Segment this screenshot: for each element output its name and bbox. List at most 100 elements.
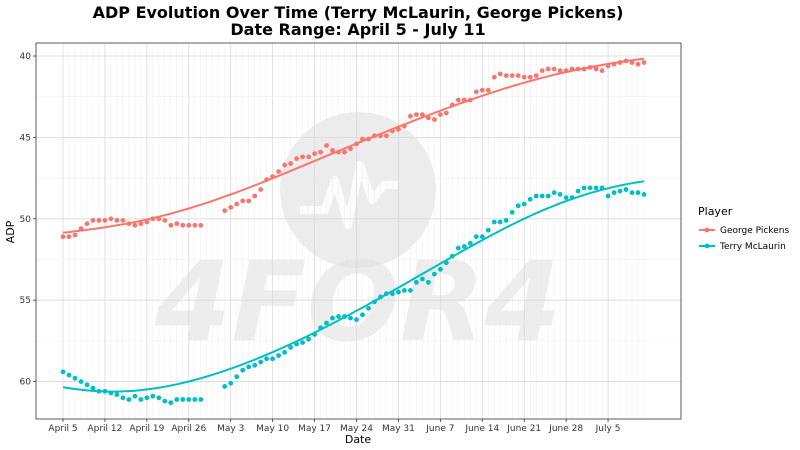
data-point [503, 218, 509, 223]
legend-title: Player [698, 205, 733, 218]
data-point [78, 379, 84, 384]
data-point [96, 388, 102, 394]
data-point [240, 198, 246, 204]
data-point [497, 219, 503, 225]
plot-border [35, 42, 682, 420]
data-point [384, 291, 389, 297]
data-point [270, 356, 275, 362]
data-point [138, 397, 144, 402]
data-point [545, 66, 551, 72]
data-point [461, 244, 467, 249]
series-terry-mclaurin [60, 180, 647, 406]
data-point [78, 226, 84, 232]
data-point [432, 117, 437, 122]
data-point [551, 66, 557, 72]
data-point [114, 392, 120, 397]
data-point [402, 123, 407, 129]
data-point [414, 279, 419, 285]
data-point [623, 58, 629, 64]
data-point [138, 221, 144, 227]
data-point [479, 234, 485, 240]
data-point [96, 218, 102, 223]
data-point [282, 349, 287, 355]
x-tick-label: June 7 [425, 424, 454, 434]
x-axis-title: Date [345, 433, 372, 446]
data-point [575, 66, 581, 72]
data-point [455, 97, 461, 103]
data-point [90, 385, 96, 391]
data-point [330, 315, 335, 321]
data-point [84, 221, 90, 227]
x-tick-label: June 28 [548, 424, 583, 434]
data-point [635, 61, 641, 67]
data-point [378, 294, 383, 300]
data-point [186, 397, 192, 402]
data-point [222, 384, 228, 389]
data-point [336, 149, 341, 155]
data-point [581, 66, 587, 72]
data-point [485, 87, 491, 93]
series-layer [60, 57, 647, 406]
data-point [611, 61, 617, 67]
x-tick-label: May 24 [340, 424, 373, 434]
data-point [258, 359, 264, 365]
data-point [144, 219, 150, 225]
data-point [318, 325, 323, 331]
data-point [240, 367, 246, 373]
gridlines [35, 42, 682, 420]
data-point [539, 193, 545, 199]
data-point [252, 362, 258, 368]
data-point [114, 218, 120, 223]
data-point [473, 89, 479, 95]
data-point [396, 126, 401, 132]
data-point [635, 190, 641, 196]
data-point [174, 397, 180, 402]
data-point [84, 382, 90, 388]
data-point [108, 390, 114, 396]
y-tick-label: 55 [20, 296, 31, 306]
data-point [294, 156, 299, 162]
data-point [264, 356, 269, 362]
data-point [168, 400, 174, 406]
data-point [336, 314, 341, 319]
data-point [102, 218, 108, 223]
data-point [569, 66, 575, 72]
data-point [491, 74, 497, 80]
data-point [312, 151, 317, 157]
data-point [198, 397, 204, 402]
data-point [348, 146, 353, 152]
data-point [180, 397, 186, 402]
data-point [629, 190, 635, 196]
x-tick-label: June 14 [464, 424, 499, 434]
data-point [432, 271, 437, 277]
data-point [491, 219, 497, 225]
data-point [545, 193, 551, 199]
data-point [527, 196, 533, 202]
data-point [318, 149, 323, 155]
data-point [294, 341, 299, 347]
data-point [587, 65, 593, 70]
data-point [539, 68, 545, 74]
data-point [557, 192, 563, 197]
data-point [300, 340, 305, 345]
data-point [408, 113, 413, 119]
data-point [521, 74, 527, 80]
data-point [234, 201, 240, 207]
data-point [593, 185, 599, 191]
data-point [174, 221, 180, 227]
data-point [515, 203, 521, 209]
data-point [222, 208, 228, 214]
data-point [443, 110, 449, 116]
data-point [497, 71, 503, 77]
data-point [192, 222, 198, 228]
x-tick-label: June 21 [506, 424, 541, 434]
data-point [354, 141, 359, 147]
data-point [605, 193, 611, 199]
y-tick-label: 45 [20, 133, 31, 143]
data-point [515, 73, 521, 78]
chart-title-line1: ADP Evolution Over Time (Terry McLaurin,… [93, 3, 624, 22]
data-point [288, 161, 293, 166]
series-george-pickens [60, 57, 647, 240]
data-point [414, 112, 419, 117]
data-point [150, 216, 156, 222]
